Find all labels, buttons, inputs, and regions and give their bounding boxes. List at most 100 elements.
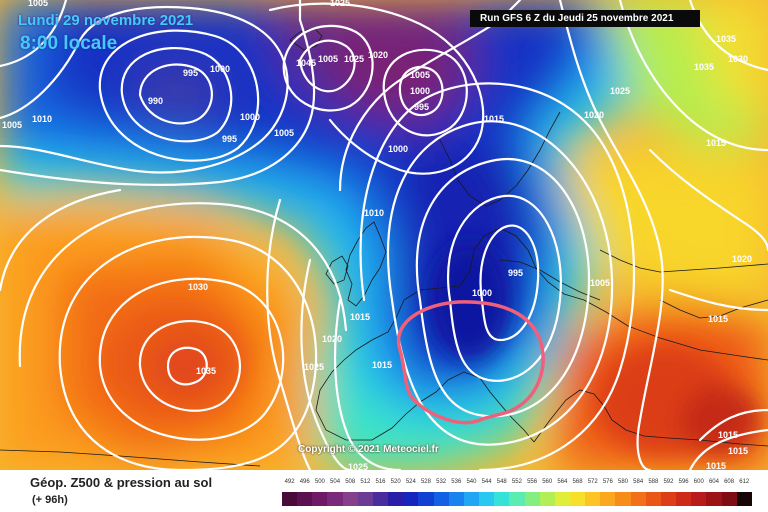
scale-swatch — [691, 492, 707, 506]
scale-swatch — [645, 492, 661, 506]
scale-tick-label: 584 — [633, 479, 644, 485]
scale-tick-label: 612 — [739, 479, 750, 485]
pressure-label: 1015 — [350, 312, 370, 322]
scale-swatch — [660, 492, 677, 506]
pressure-label: 1005 — [28, 0, 48, 8]
scale-tick-label: 492 — [284, 479, 295, 485]
scale-tick-label: 504 — [330, 479, 341, 485]
forecast-hour: (+ 96h) — [32, 494, 68, 506]
scale-swatch — [676, 492, 692, 506]
highlight-circle — [396, 300, 545, 425]
scale-tick-label: 500 — [314, 479, 325, 485]
scale-tick-label: 572 — [587, 479, 598, 485]
scale-swatch — [433, 492, 449, 506]
scale-swatch — [585, 492, 601, 506]
scale-tick-label: 560 — [542, 479, 553, 485]
color-scale-labels: 492 496 500 504 508 512 516 520 524 528 532 536 540 5… — [282, 479, 752, 489]
pressure-label: 1005 — [318, 54, 338, 64]
geopotential-field — [0, 0, 768, 470]
scale-tick-label: 532 — [436, 479, 447, 485]
scale-tick-label: 528 — [420, 479, 431, 485]
scale-swatch — [403, 492, 419, 506]
scale-tick-label: 592 — [663, 479, 674, 485]
pressure-label: 1010 — [32, 114, 52, 124]
scale-tick-label: 520 — [390, 479, 401, 485]
pressure-label: 995 — [222, 134, 237, 144]
scale-tick-label: 544 — [481, 479, 492, 485]
scale-swatch — [357, 492, 373, 506]
scale-swatch — [554, 492, 570, 506]
pressure-labels: 995 1000 990 1010 1005 1000 995 1005 102… — [2, 0, 752, 470]
pressure-label: 1025 — [348, 462, 368, 470]
scale-tick-label: 496 — [299, 479, 310, 485]
scale-swatch — [539, 492, 555, 506]
pressure-label: 1035 — [694, 62, 714, 72]
copyright-notice: Copyright © 2021 Meteociel.fr — [298, 444, 439, 455]
scale-tick-label: 516 — [375, 479, 386, 485]
scale-swatch — [615, 492, 631, 506]
pressure-label: 1035 — [196, 366, 216, 376]
pressure-label: 1005 — [2, 120, 22, 130]
scale-swatch — [312, 492, 328, 506]
scale-swatch — [448, 492, 464, 506]
scale-tick-label: 580 — [618, 479, 629, 485]
pressure-label: 1015 — [484, 114, 504, 124]
pressure-label: 1000 — [410, 86, 430, 96]
scale-tick-label: 600 — [693, 479, 704, 485]
scale-swatch — [372, 492, 389, 506]
scale-tick-label: 608 — [724, 479, 735, 485]
scale-tick-label: 548 — [496, 479, 507, 485]
pressure-label: 1010 — [364, 208, 384, 218]
pressure-label: 1025 — [304, 362, 324, 372]
scale-swatch — [569, 492, 586, 506]
scale-swatch — [509, 492, 525, 506]
coastlines — [0, 27, 768, 467]
scale-tick-label: 512 — [360, 479, 371, 485]
map-canvas: 995 1000 990 1010 1005 1000 995 1005 102… — [0, 0, 768, 470]
scale-swatch — [494, 492, 510, 506]
scale-swatch — [388, 492, 404, 506]
pressure-label: 1005 — [410, 70, 430, 80]
pressure-label: 1020 — [368, 50, 388, 60]
pressure-label: 1020 — [322, 334, 342, 344]
pressure-label: 1035 — [716, 34, 736, 44]
pressure-label: 1015 — [728, 446, 748, 456]
scale-swatch — [600, 492, 616, 506]
pressure-label: 995 — [414, 102, 429, 112]
scale-swatch — [418, 492, 434, 506]
pressure-label: 995 — [183, 68, 198, 78]
scale-tick-label: 564 — [557, 479, 568, 485]
forecast-date: Lundi 29 novembre 2021 — [18, 12, 194, 29]
pressure-label: 995 — [508, 268, 523, 278]
pressure-label: 1045 — [296, 58, 316, 68]
pressure-label: 1015 — [706, 461, 726, 470]
legend-bar: Géop. Z500 & pression au sol (+ 96h) 492… — [0, 470, 768, 512]
scale-swatch — [524, 492, 540, 506]
pressure-label: 1020 — [584, 110, 604, 120]
forecast-local-time: 8:00 locale — [20, 33, 118, 54]
scale-tick-label: 536 — [451, 479, 462, 485]
pressure-label: 1005 — [274, 128, 294, 138]
scale-swatch — [297, 492, 313, 506]
pressure-label: 1000 — [240, 112, 260, 122]
scale-tick-label: 508 — [345, 479, 356, 485]
pressure-label: 1020 — [732, 254, 752, 264]
scale-tick-label: 604 — [708, 479, 719, 485]
pressure-label: 1015 — [708, 314, 728, 324]
scale-tick-label: 524 — [405, 479, 416, 485]
product-title: Géop. Z500 & pression au sol — [30, 475, 213, 490]
scale-tick-label: 556 — [527, 479, 538, 485]
scale-swatch — [706, 492, 722, 506]
scale-swatch — [282, 492, 298, 506]
pressure-label: 1025 — [344, 54, 364, 64]
pressure-label: 1025 — [330, 0, 350, 8]
scale-swatch — [463, 492, 480, 506]
scale-swatch — [327, 492, 343, 506]
scale-swatch — [342, 492, 358, 506]
scale-tick-label: 552 — [511, 479, 522, 485]
pressure-label: 1030 — [188, 282, 208, 292]
scale-tick-label: 568 — [572, 479, 583, 485]
scale-tick-label: 596 — [678, 479, 689, 485]
pressure-label: 1000 — [472, 288, 492, 298]
